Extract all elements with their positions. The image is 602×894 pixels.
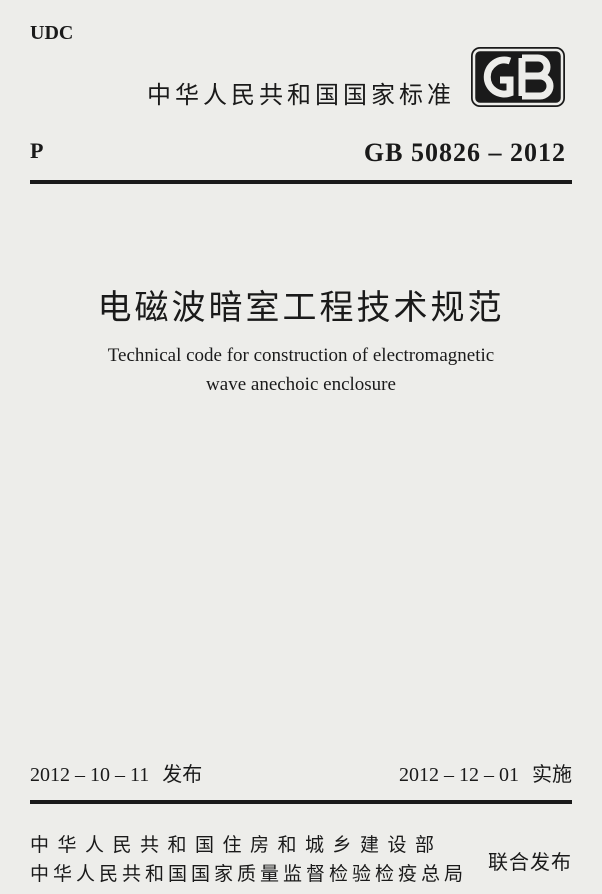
effective-date-block: 2012 – 12 – 01 实施 (399, 758, 572, 787)
divider-top (30, 180, 572, 184)
effective-date: 2012 – 12 – 01 (399, 764, 519, 786)
title-chinese: 电磁波暗室工程技术规范 (0, 280, 602, 329)
classification-p: P (30, 138, 43, 164)
gb-logo-icon (470, 46, 566, 113)
publisher-block: 中华人民共和国住房和城乡建设部 中华人民共和国国家质量监督检验检疫总局 联合发布 (30, 832, 572, 889)
publisher-agencies: 中华人民共和国住房和城乡建设部 中华人民共和国国家质量监督检验检疫总局 (30, 832, 467, 889)
divider-bottom (30, 800, 572, 804)
standard-cover-page: UDC 中华人民共和国国家标准 P GB 50826 – 2012 电磁波暗室工… (0, 0, 602, 894)
publisher-line2: 中华人民共和国国家质量监督检验检疫总局 (30, 861, 467, 890)
issue-date: 2012 – 10 – 11 (30, 764, 149, 786)
dates-row: 2012 – 10 – 11 发布 2012 – 12 – 01 实施 (30, 758, 572, 787)
issue-label: 发布 (162, 764, 202, 786)
issue-date-block: 2012 – 10 – 11 发布 (30, 758, 202, 787)
title-english: Technical code for construction of elect… (0, 342, 602, 399)
publisher-line1: 中华人民共和国住房和城乡建设部 (30, 832, 467, 861)
joint-publish-label: 联合发布 (488, 846, 572, 875)
effective-label: 实施 (532, 764, 572, 786)
title-english-line1: Technical code for construction of elect… (0, 342, 602, 371)
udc-label: UDC (30, 22, 73, 45)
title-english-line2: wave anechoic enclosure (0, 371, 602, 400)
standard-code-number: GB 50826 – 2012 (364, 138, 566, 168)
